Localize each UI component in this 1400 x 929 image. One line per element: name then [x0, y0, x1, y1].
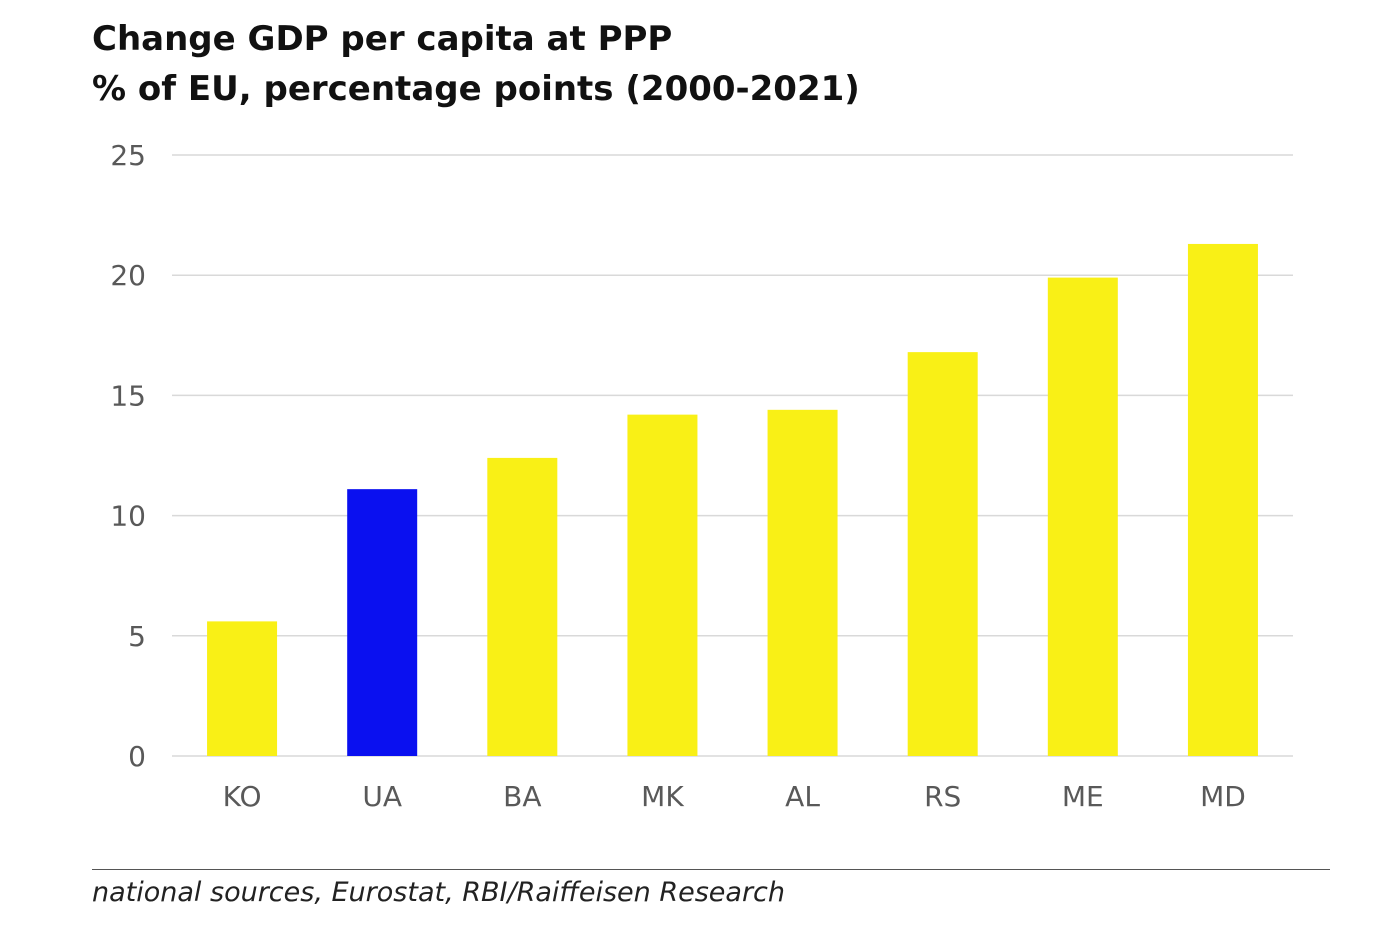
- x-tick-label-ua: UA: [362, 780, 402, 813]
- x-tick-label-ba: BA: [503, 780, 541, 813]
- bar-md: [1187, 243, 1258, 756]
- bar-rs: [907, 352, 978, 756]
- x-tick-label-al: AL: [785, 780, 820, 813]
- x-tick-label-me: ME: [1062, 780, 1104, 813]
- x-axis-tick-labels: KO UA BA MK AL RS ME MD: [223, 780, 1246, 813]
- bar-ba: [487, 457, 558, 756]
- x-tick-label-md: MD: [1200, 780, 1246, 813]
- source-note: national sources, Eurostat, RBI/Raiffeis…: [92, 877, 786, 908]
- bar-me: [1047, 277, 1118, 756]
- chart-title-line-2: % of EU, percentage points (2000-2021): [92, 69, 860, 109]
- y-tick-label: 25: [110, 139, 146, 172]
- y-tick-label: 10: [110, 500, 146, 533]
- y-tick-label: 0: [128, 740, 146, 773]
- chart-title-line-1: Change GDP per capita at PPP: [92, 19, 673, 59]
- y-tick-label: 20: [110, 259, 146, 292]
- bar-al: [767, 409, 838, 756]
- y-tick-label: 15: [110, 379, 146, 412]
- chart-title: Change GDP per capita at PPP % of EU, pe…: [92, 14, 860, 114]
- bar-chart: 0 5 10 15 20 25 KO UA BA MK AL RS ME MD: [110, 139, 1293, 813]
- x-tick-label-ko: KO: [223, 780, 262, 813]
- x-tick-label-mk: MK: [641, 780, 684, 813]
- footer-divider: [92, 869, 1330, 870]
- bar-ko: [207, 621, 278, 756]
- gridlines: [172, 154, 1293, 757]
- bars: [207, 243, 1258, 756]
- bar-mk: [627, 414, 698, 756]
- bar-ua: [347, 489, 418, 756]
- y-tick-label: 5: [128, 620, 146, 653]
- x-tick-label-rs: RS: [924, 780, 961, 813]
- y-axis-tick-labels: 0 5 10 15 20 25: [110, 139, 146, 773]
